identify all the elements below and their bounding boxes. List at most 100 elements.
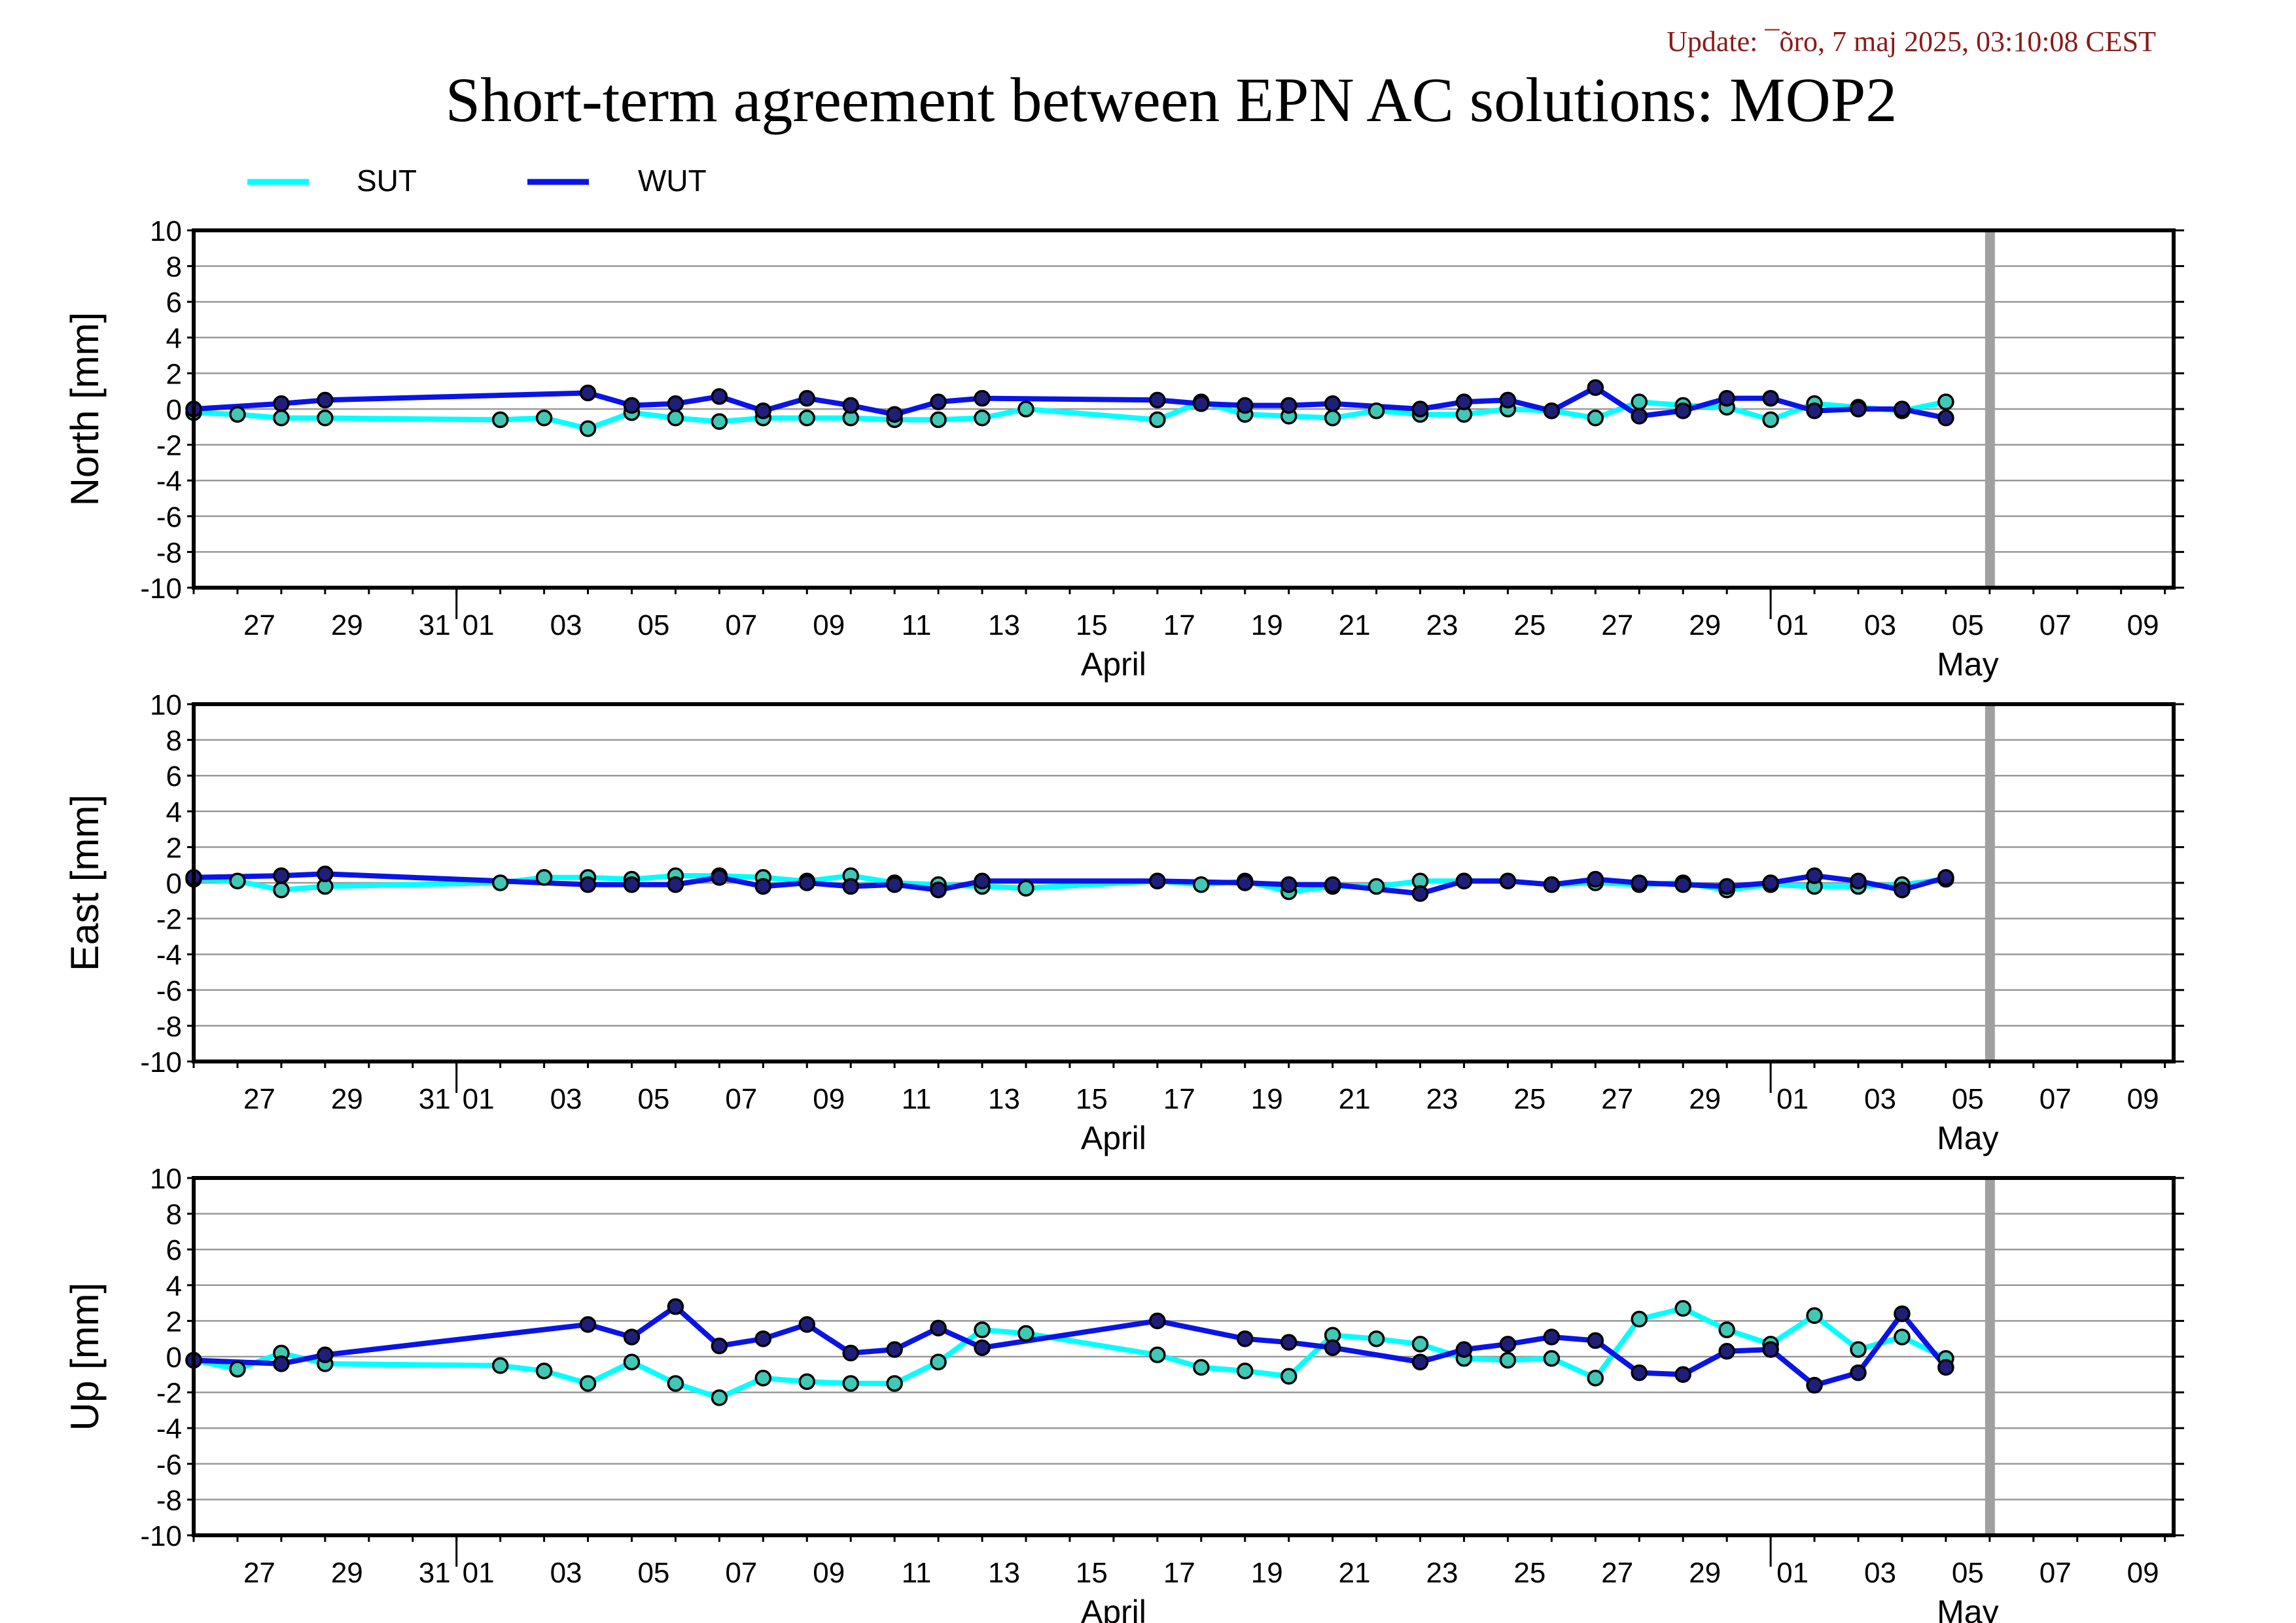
x-tick-label: 05 <box>1952 609 1984 641</box>
data-point-wut <box>1674 402 1691 419</box>
plot-frame <box>192 1176 2176 1537</box>
y-tick-label: -6 <box>156 501 182 533</box>
data-point-wut <box>1499 872 1517 890</box>
x-tick-label: 27 <box>1601 1083 1633 1115</box>
data-point-wut <box>1587 870 1604 888</box>
x-tick-label: 05 <box>1952 1557 1984 1589</box>
data-point-sut <box>535 409 553 427</box>
data-point-wut <box>754 878 772 895</box>
x-tick-label: 13 <box>988 609 1020 641</box>
x-tick-label: 23 <box>1426 1557 1458 1589</box>
data-point-wut <box>1236 397 1254 414</box>
x-tick-label: 29 <box>331 1083 363 1115</box>
x-tick-label: 09 <box>813 1083 845 1115</box>
data-point-sut <box>667 409 684 427</box>
data-point-wut <box>1499 391 1517 409</box>
x-tick-label: 15 <box>1076 609 1108 641</box>
data-point-sut <box>579 420 597 437</box>
data-point-wut <box>798 389 816 407</box>
data-point-wut <box>886 406 903 423</box>
y-tick-label: 2 <box>166 832 182 864</box>
x-tick-label: 01 <box>1776 1557 1809 1589</box>
x-tick-label: 07 <box>2040 1557 2072 1589</box>
data-point-wut <box>623 1329 641 1346</box>
data-point-wut <box>1894 1305 1911 1323</box>
y-tick-label: 4 <box>166 796 182 829</box>
y-tick-label: -6 <box>156 975 182 1007</box>
data-point-wut <box>711 869 728 886</box>
data-point-wut <box>1806 1376 1823 1394</box>
chart-panel-1: 10 8 6 42 0 -2-4 -6 -8 -10 27 29 31 01 03 05 07 09 11 13 15… <box>63 215 2184 683</box>
month-label: April <box>1081 1594 1146 1623</box>
x-tick-label: 09 <box>2127 1083 2159 1115</box>
data-point-wut <box>930 393 947 410</box>
data-point-wut <box>1937 1359 1954 1376</box>
x-tick-label: 15 <box>1076 1557 1108 1589</box>
x-tick-label: 05 <box>1952 1083 1984 1115</box>
x-tick-label: 13 <box>988 1557 1020 1589</box>
data-point-sut <box>273 409 290 427</box>
y-tick-label: 4 <box>166 1270 182 1302</box>
y-tick-label: -2 <box>156 430 182 462</box>
x-tick-label: 29 <box>331 609 363 641</box>
data-point-wut <box>1762 389 1779 407</box>
x-tick-label: 27 <box>1601 609 1633 641</box>
data-point-sut <box>1236 1363 1254 1380</box>
data-point-wut <box>1674 876 1691 893</box>
data-point-wut <box>1631 408 1648 425</box>
x-tick-label: 29 <box>1689 1083 1721 1115</box>
data-point-wut <box>1850 1364 1867 1382</box>
data-point-wut <box>1806 402 1823 419</box>
data-point-sut <box>842 1375 859 1392</box>
x-tick-label: 29 <box>1689 609 1721 641</box>
data-point-sut <box>535 1363 553 1380</box>
data-point-wut <box>1455 393 1473 410</box>
data-point-sut <box>1894 1329 1911 1346</box>
y-tick-label: 0 <box>166 394 182 426</box>
data-point-wut <box>1762 874 1779 891</box>
data-point-wut <box>1894 882 1911 899</box>
x-tick-label: 03 <box>550 1557 582 1589</box>
data-point-wut <box>1193 395 1210 412</box>
data-point-wut <box>974 389 991 407</box>
data-point-sut <box>1017 401 1034 418</box>
x-tick-label: 07 <box>2040 609 2072 641</box>
data-point-wut <box>842 397 859 414</box>
data-point-wut <box>273 867 290 884</box>
data-point-wut <box>798 874 816 891</box>
x-tick-label: 17 <box>1163 1557 1195 1589</box>
data-point-sut <box>1937 393 1954 410</box>
data-point-wut <box>930 882 947 899</box>
data-point-sut <box>535 869 553 886</box>
data-point-wut <box>974 872 991 890</box>
data-point-wut <box>273 395 290 412</box>
data-point-sut <box>1324 409 1341 427</box>
data-point-wut <box>798 1316 816 1333</box>
x-tick-label: 07 <box>725 609 757 641</box>
data-point-wut <box>1850 872 1867 890</box>
data-point-wut <box>1937 409 1954 427</box>
x-tick-label: 09 <box>2127 609 2159 641</box>
x-tick-label: 25 <box>1513 1557 1545 1589</box>
data-point-wut <box>1236 874 1254 891</box>
data-point-wut <box>1499 1336 1517 1353</box>
data-point-sut <box>1499 1351 1517 1369</box>
data-point-wut <box>1411 885 1429 902</box>
y-tick-label: -8 <box>156 1010 182 1043</box>
data-point-sut <box>1368 1330 1385 1347</box>
data-point-wut <box>579 1316 597 1333</box>
current-date-marker <box>1985 230 1995 588</box>
y-tick-label: 10 <box>150 689 182 721</box>
data-point-wut <box>667 395 684 412</box>
x-tick-label: 17 <box>1163 609 1195 641</box>
y-tick-label: -10 <box>140 573 182 605</box>
data-point-sut <box>1017 880 1034 897</box>
data-point-wut <box>1762 1341 1779 1358</box>
data-point-sut <box>1850 1341 1867 1358</box>
x-tick-label: 01 <box>1776 1083 1809 1115</box>
x-tick-label: 11 <box>902 1083 932 1115</box>
x-tick-label: 11 <box>902 1557 932 1589</box>
data-point-sut <box>886 1375 903 1392</box>
